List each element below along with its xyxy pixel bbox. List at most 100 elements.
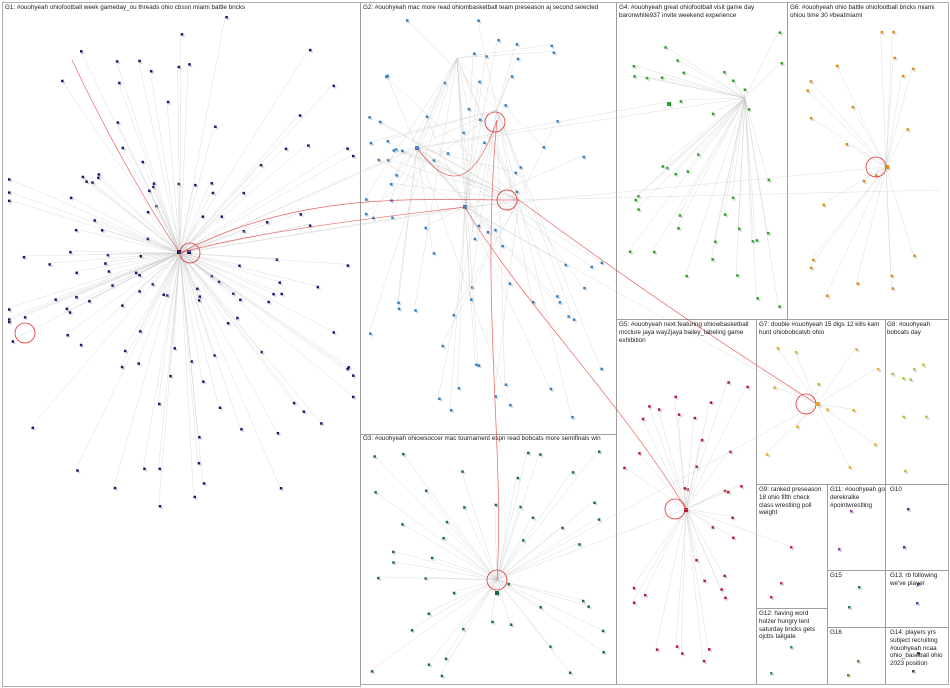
node-shadow xyxy=(388,160,391,164)
node-shadow xyxy=(102,230,105,234)
node xyxy=(510,75,514,78)
node xyxy=(714,240,717,244)
edge xyxy=(632,508,687,602)
edge xyxy=(113,252,181,487)
node xyxy=(780,62,784,65)
node-shadow xyxy=(215,127,219,130)
edge xyxy=(496,109,533,301)
edge xyxy=(48,252,181,264)
edge-highlight xyxy=(179,206,466,254)
node xyxy=(238,264,241,268)
edge xyxy=(885,67,913,168)
node-shadow xyxy=(301,214,304,218)
edge xyxy=(637,97,746,209)
node xyxy=(778,305,781,308)
node-shadow xyxy=(199,437,203,440)
edge xyxy=(677,97,746,228)
group-label-g10: G10 xyxy=(890,486,902,493)
edge-highlight xyxy=(518,199,818,405)
node-shadow xyxy=(179,67,182,70)
edge xyxy=(677,413,687,510)
node-shadow xyxy=(94,220,98,224)
edge xyxy=(496,505,520,581)
node-shadow xyxy=(439,399,443,402)
edge xyxy=(685,508,709,649)
edge xyxy=(391,550,498,581)
edge xyxy=(179,252,353,396)
node-shadow xyxy=(768,233,772,236)
node-shadow xyxy=(139,291,143,295)
node xyxy=(600,367,603,371)
edge xyxy=(179,252,194,496)
node xyxy=(494,228,497,232)
node xyxy=(770,672,773,675)
node xyxy=(473,52,476,55)
node-shadow xyxy=(488,232,491,236)
node xyxy=(693,416,697,420)
edge xyxy=(456,57,471,299)
node xyxy=(220,215,223,218)
edge xyxy=(390,57,458,200)
group-label-g1: G1: #ouohyeah ohiofootball week gameday_… xyxy=(5,4,246,11)
node-shadow xyxy=(122,305,126,309)
edge xyxy=(179,252,241,429)
node-shadow xyxy=(175,348,178,352)
node xyxy=(847,674,850,677)
node-shadow xyxy=(261,165,264,168)
edge xyxy=(445,520,498,581)
node xyxy=(392,561,395,564)
node xyxy=(519,505,522,509)
node-shadow xyxy=(189,64,193,68)
node-shadow xyxy=(375,492,379,496)
node-shadow xyxy=(462,471,466,475)
edge xyxy=(392,561,498,581)
node xyxy=(702,659,706,663)
node-shadow xyxy=(479,226,482,229)
edge xyxy=(518,120,557,201)
node-shadow xyxy=(353,375,356,379)
node xyxy=(162,293,165,297)
node xyxy=(265,221,269,224)
edge xyxy=(835,64,887,168)
node-shadow xyxy=(310,50,314,53)
edge xyxy=(364,109,498,214)
edge xyxy=(496,543,579,581)
node xyxy=(346,367,349,371)
node-shadow xyxy=(281,488,284,492)
edge xyxy=(809,166,887,267)
node xyxy=(903,546,906,549)
node-shadow xyxy=(584,157,587,160)
node xyxy=(352,374,355,377)
node-shadow xyxy=(168,102,171,105)
node-shadow xyxy=(725,214,728,218)
node xyxy=(902,377,905,380)
node-shadow xyxy=(98,178,102,181)
edge xyxy=(427,579,498,613)
node-shadow xyxy=(684,73,687,76)
node-shadow xyxy=(602,263,605,266)
edge xyxy=(744,31,779,99)
node xyxy=(194,183,197,187)
node-shadow xyxy=(853,107,856,110)
node xyxy=(467,107,471,111)
node xyxy=(515,190,519,194)
edge xyxy=(776,346,818,405)
node xyxy=(81,175,85,179)
edge xyxy=(744,97,757,298)
edge xyxy=(179,252,347,368)
node xyxy=(743,88,747,91)
edge xyxy=(179,252,303,411)
edge xyxy=(100,228,181,254)
node xyxy=(507,582,510,586)
node-shadow xyxy=(850,467,853,471)
node xyxy=(477,364,481,367)
node xyxy=(365,212,368,216)
node-shadow xyxy=(463,629,467,632)
node-shadow xyxy=(510,405,514,408)
edge xyxy=(456,57,557,296)
node xyxy=(196,287,199,291)
node-shadow xyxy=(824,205,827,208)
node xyxy=(210,182,214,185)
edge xyxy=(146,210,181,254)
node xyxy=(280,292,283,296)
